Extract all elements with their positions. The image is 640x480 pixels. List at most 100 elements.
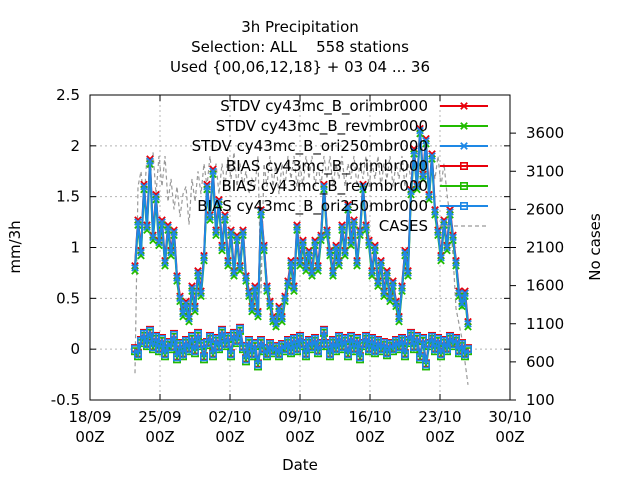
bias-point: [161, 350, 170, 359]
stdv-point-stroke: [227, 228, 235, 237]
stdv-point-stroke: [191, 304, 199, 313]
stdv-point-stroke: [206, 213, 214, 221]
y2-tick-label: 1100: [526, 315, 564, 333]
stdv-point: [419, 172, 427, 181]
stdv-point: [209, 167, 217, 176]
stdv-point-stroke: [431, 208, 439, 216]
stdv-point-stroke: [380, 289, 388, 298]
stdv-point: [143, 223, 151, 232]
stdv-point-stroke: [308, 269, 316, 277]
stdv-point: [308, 269, 316, 277]
stdv-point: [200, 253, 208, 262]
stdv-point-stroke: [245, 289, 253, 298]
bias-point: [337, 343, 346, 352]
legend-marker-0-stroke: [460, 102, 468, 110]
chart-title-line-3: Used {00,06,12,18} + 03 04 ... 36: [170, 58, 430, 76]
stdv-point: [311, 238, 319, 247]
stdv-point: [239, 228, 247, 237]
stdv-point: [242, 274, 250, 282]
stdv-point: [173, 274, 181, 282]
bias-point: [436, 350, 445, 359]
stdv-point: [194, 269, 202, 277]
stdv-point-stroke: [434, 228, 442, 237]
stdv-point-stroke: [242, 274, 250, 282]
stdv-point: [413, 182, 421, 191]
stdv-point: [380, 289, 388, 298]
stdv-point: [269, 314, 277, 323]
x-tick-label-hour: 00Z: [145, 428, 174, 446]
stdv-point: [278, 314, 286, 323]
stdv-point: [326, 248, 334, 257]
stdv-point-stroke: [386, 294, 394, 303]
stdv-point: [446, 208, 454, 216]
stdv-point-stroke: [332, 243, 340, 252]
stdv-point: [314, 263, 322, 272]
stdv-point: [281, 294, 289, 303]
stdv-point-stroke: [266, 299, 274, 308]
stdv-point-stroke: [173, 274, 181, 282]
stdv-point-stroke: [209, 167, 217, 176]
stdv-point: [260, 243, 268, 252]
stdv-point-stroke: [218, 243, 226, 252]
x-tick-label-hour: 00Z: [215, 428, 244, 446]
stdv-point: [284, 279, 292, 287]
bias-point: [319, 326, 328, 335]
series-5: [131, 324, 472, 369]
stdv-point-stroke: [155, 238, 163, 247]
stdv-point-stroke: [305, 248, 313, 257]
stdv-point: [323, 228, 331, 237]
cases-line: [134, 152, 469, 385]
stdv-point-stroke: [164, 223, 172, 232]
stdv-point-stroke: [263, 284, 271, 293]
stdv-point-stroke: [314, 263, 322, 272]
stdv-point: [149, 233, 157, 242]
bias-point: [233, 337, 242, 346]
stdv-point-stroke: [356, 228, 364, 237]
stdv-point: [293, 223, 301, 232]
stdv-point-stroke: [197, 289, 205, 298]
legend-marker-4: [459, 182, 468, 191]
stdv-point-stroke: [452, 258, 460, 267]
stdv-point: [248, 304, 256, 313]
stdv-point: [191, 304, 199, 313]
bias-point: [194, 329, 203, 338]
bias-point: [355, 353, 364, 362]
bias-point: [382, 349, 391, 358]
stdv-point: [179, 309, 187, 318]
x-tick-label-date: 30/10: [488, 408, 531, 426]
x-tick-label-date: 16/10: [348, 408, 391, 426]
stdv-point: [146, 157, 154, 165]
stdv-point-stroke: [296, 258, 304, 267]
stdv-point-stroke: [176, 294, 184, 303]
stdv-point: [458, 299, 466, 308]
bias-point: [134, 350, 143, 359]
stdv-point-stroke: [368, 269, 376, 277]
stdv-point-stroke: [212, 228, 220, 237]
stdv-point-stroke: [167, 248, 175, 257]
legend-marker-1: [460, 122, 468, 130]
bias-point: [170, 330, 179, 339]
stdv-point-stroke: [377, 258, 385, 267]
bias-point: [442, 345, 451, 354]
stdv-point: [131, 263, 139, 272]
bias-point: [218, 326, 227, 335]
bias-point: [179, 350, 188, 359]
stdv-point: [161, 258, 169, 267]
y-tick-label: 0.5: [56, 289, 80, 307]
bias-point: [200, 353, 209, 362]
legend-marker-5: [459, 202, 468, 211]
x-tick-label-date: 02/10: [208, 408, 251, 426]
stdv-point-stroke: [371, 243, 379, 252]
stdv-point-stroke: [302, 263, 310, 272]
bias-point: [301, 350, 310, 359]
bias-point: [155, 345, 164, 354]
stdv-point-stroke: [392, 299, 400, 308]
stdv-point-stroke: [443, 243, 451, 252]
stdv-point: [212, 228, 220, 237]
x-tick-label-date: 18/09: [68, 408, 111, 426]
stdv-point-stroke: [410, 147, 418, 155]
y2-tick-label: 3600: [526, 124, 564, 142]
stdv-point-stroke: [425, 192, 433, 201]
stdv-point-stroke: [254, 309, 262, 318]
legend-marker-2: [460, 142, 468, 150]
